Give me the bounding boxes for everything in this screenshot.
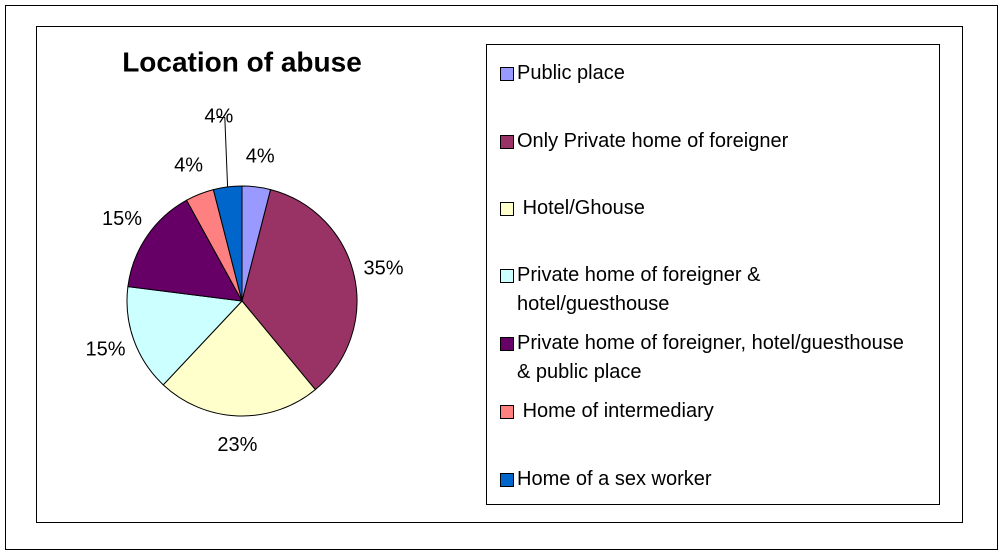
legend-item: Public place (497, 59, 917, 88)
data-label: 15% (86, 338, 126, 360)
legend-item: Home of a sex worker (497, 465, 917, 494)
legend: Public place Only Private home of foreign… (486, 44, 940, 505)
legend-swatch (500, 135, 514, 149)
data-label: 23% (217, 434, 257, 456)
pie-slice (126, 286, 244, 386)
legend-swatch (500, 473, 514, 487)
legend-item: Private home of foreigner, hotel/guestho… (497, 329, 917, 387)
legend-swatch (500, 67, 514, 81)
chart-title: Location of abuse (122, 46, 362, 77)
legend-swatch (500, 337, 514, 351)
pie-slice (127, 199, 243, 302)
data-label: 15% (102, 208, 142, 230)
leader-line (216, 116, 229, 187)
legend-swatch (500, 202, 514, 216)
pie-slice (241, 189, 358, 391)
legend-swatch (500, 269, 514, 283)
legend-label: Private home of foreigner, hotel/guestho… (517, 332, 910, 383)
legend-item: Hotel/Ghouse (497, 194, 917, 223)
legend-label: Private home of foreigner & hotel/guesth… (517, 264, 767, 315)
legend-label: Public place (517, 62, 625, 84)
pie-slice (162, 300, 317, 417)
legend-item: Only Private home of foreigner (497, 127, 917, 156)
legend-label: Hotel/Ghouse (517, 197, 645, 219)
chart-frame (36, 26, 963, 523)
data-label: 4% (204, 106, 233, 128)
legend-label: Home of a sex worker (517, 468, 712, 490)
legend-swatch (500, 405, 514, 419)
legend-item: Home of intermediary (497, 397, 917, 426)
data-label: 4% (174, 154, 203, 176)
pie-slice (212, 185, 243, 302)
data-label: 4% (246, 145, 275, 167)
data-label: 35% (363, 258, 403, 280)
legend-label: Only Private home of foreigner (517, 130, 789, 152)
legend-item: Private home of foreigner & hotel/guesth… (497, 261, 917, 319)
legend-label: Home of intermediary (517, 400, 714, 422)
